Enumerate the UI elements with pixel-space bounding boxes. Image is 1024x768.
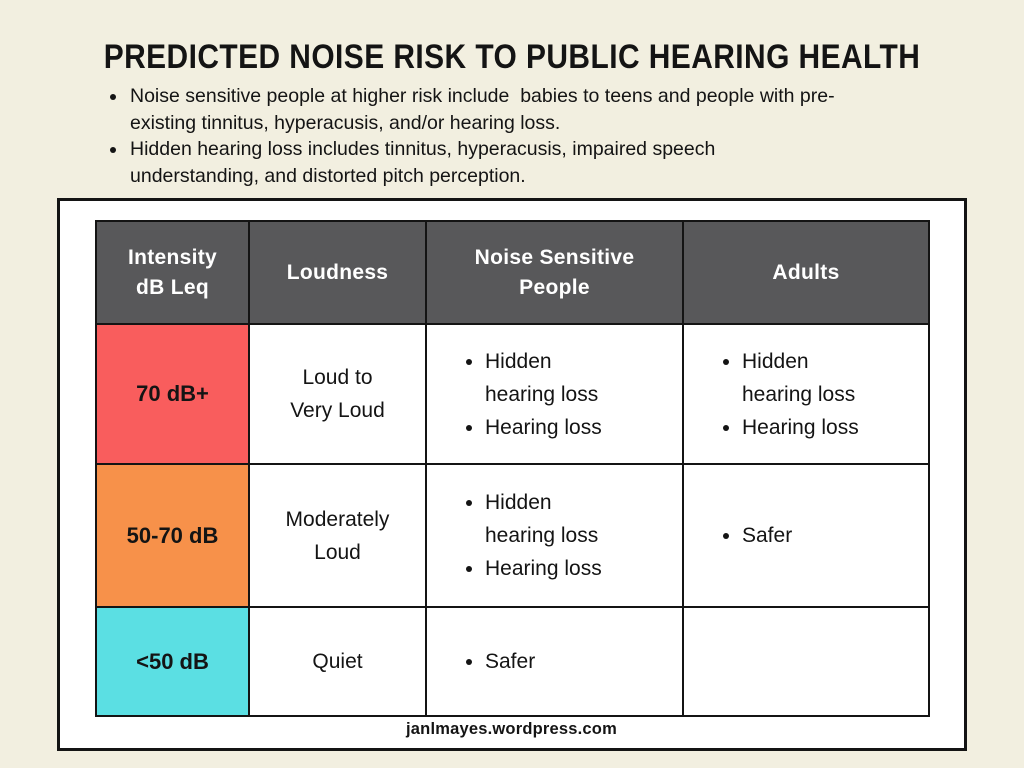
header-row: Intensity dB Leq Loudness Noise Sensitiv… bbox=[95, 220, 930, 325]
noise-sensitive-cell-70db: Hidden hearing loss Hearing loss bbox=[425, 323, 684, 465]
col-header-loudness: Loudness bbox=[248, 220, 427, 325]
intro-bullet-noise-sensitive: Noise sensitive people at higher risk in… bbox=[128, 83, 978, 136]
loudness-cell-50-70db: Moderately Loud bbox=[248, 463, 427, 608]
col-header-noise-sensitive-people: Noise Sensitive People bbox=[425, 220, 684, 325]
risk-item: Safer bbox=[742, 519, 921, 552]
adults-cell-70db: Hidden hearing loss Hearing loss bbox=[682, 323, 930, 465]
col-header-intensity: Intensity dB Leq bbox=[95, 220, 250, 325]
table-row-under-50db: <50 dB Quiet Safer bbox=[95, 606, 930, 717]
loudness-cell-under-50db: Quiet bbox=[248, 606, 427, 717]
intensity-cell-50-70db: 50-70 dB bbox=[95, 463, 250, 608]
noise-sensitive-cell-under-50db: Safer bbox=[425, 606, 684, 717]
risk-item: Hearing loss bbox=[485, 411, 675, 444]
page-title: PREDICTED NOISE RISK TO PUBLIC HEARING H… bbox=[103, 38, 921, 76]
adults-cell-under-50db bbox=[682, 606, 930, 717]
risk-item: Hidden hearing loss bbox=[485, 486, 675, 552]
table-panel: Intensity dB Leq Loudness Noise Sensitiv… bbox=[57, 198, 967, 751]
risk-item: Hearing loss bbox=[485, 552, 675, 585]
noise-sensitive-cell-50-70db: Hidden hearing loss Hearing loss bbox=[425, 463, 684, 608]
table-row-70db: 70 dB+ Loud to Very Loud Hidden hearing … bbox=[95, 323, 930, 465]
col-header-adults: Adults bbox=[682, 220, 930, 325]
risk-item: Hearing loss bbox=[742, 411, 921, 444]
loudness-cell-70db: Loud to Very Loud bbox=[248, 323, 427, 465]
adults-cell-50-70db: Safer bbox=[682, 463, 930, 608]
footer-url: janlmayes.wordpress.com bbox=[406, 720, 617, 738]
table-row-50-70db: 50-70 dB Moderately Loud Hidden hearing … bbox=[95, 463, 930, 608]
risk-item: Hidden hearing loss bbox=[485, 345, 675, 411]
intensity-cell-under-50db: <50 dB bbox=[95, 606, 250, 717]
intro-bullet-hidden-hearing-loss: Hidden hearing loss includes tinnitus, h… bbox=[128, 136, 978, 189]
intensity-cell-70db: 70 dB+ bbox=[95, 323, 250, 465]
risk-item: Hidden hearing loss bbox=[742, 345, 921, 411]
intro-bullet-list: Noise sensitive people at higher risk in… bbox=[107, 83, 978, 189]
risk-item: Safer bbox=[485, 645, 675, 678]
noise-risk-table: Intensity dB Leq Loudness Noise Sensitiv… bbox=[95, 220, 930, 717]
